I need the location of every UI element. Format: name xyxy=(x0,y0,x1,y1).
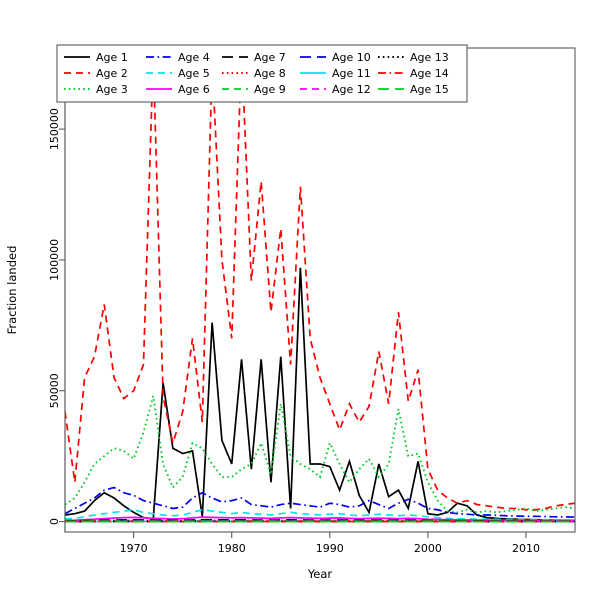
x-tick-label: 1970 xyxy=(120,542,148,555)
x-tick-label: 1980 xyxy=(218,542,246,555)
y-tick-label: 50000 xyxy=(48,373,61,408)
x-tick-label: 2010 xyxy=(512,542,540,555)
series-line-age-2 xyxy=(65,50,575,511)
x-tick-label: 2000 xyxy=(414,542,442,555)
legend-label-age-6: Age 6 xyxy=(178,83,210,96)
legend-label-age-4: Age 4 xyxy=(178,51,210,64)
legend-label-age-1: Age 1 xyxy=(96,51,128,64)
legend-label-age-15: Age 15 xyxy=(410,83,449,96)
legend-label-age-11: Age 11 xyxy=(332,67,371,80)
legend-label-age-2: Age 2 xyxy=(96,67,128,80)
legend-label-age-9: Age 9 xyxy=(254,83,286,96)
y-tick-label: 0 xyxy=(48,518,61,525)
legend-label-age-8: Age 8 xyxy=(254,67,286,80)
y-tick-label: 150000 xyxy=(48,108,61,150)
legend-label-age-5: Age 5 xyxy=(178,67,210,80)
series-line-age-3 xyxy=(65,395,575,514)
series-line-age-5 xyxy=(65,508,575,521)
legend-label-age-14: Age 14 xyxy=(410,67,449,80)
legend-label-age-7: Age 7 xyxy=(254,51,286,64)
legend-label-age-12: Age 12 xyxy=(332,83,371,96)
x-axis: 1970 1980 1990 2000 2010 xyxy=(65,531,575,555)
legend-label-age-3: Age 3 xyxy=(96,83,128,96)
y-tick-label: 100000 xyxy=(48,239,61,281)
y-axis-title: Fraction landed xyxy=(5,246,19,335)
series-layer xyxy=(65,50,575,523)
legend-label-age-13: Age 13 xyxy=(410,51,449,64)
x-axis-title: Year xyxy=(307,567,333,581)
x-tick-label: 1990 xyxy=(316,542,344,555)
chart-legend: Age 1 Age 2 Age 3 Age 4 Age 5 Age 6 Age 7 Age 8… xyxy=(56,44,468,103)
legend-label-age-10: Age 10 xyxy=(332,51,371,64)
series-line-age-4 xyxy=(65,486,575,518)
y-axis: 0 50000 100000 150000 xyxy=(48,48,66,532)
